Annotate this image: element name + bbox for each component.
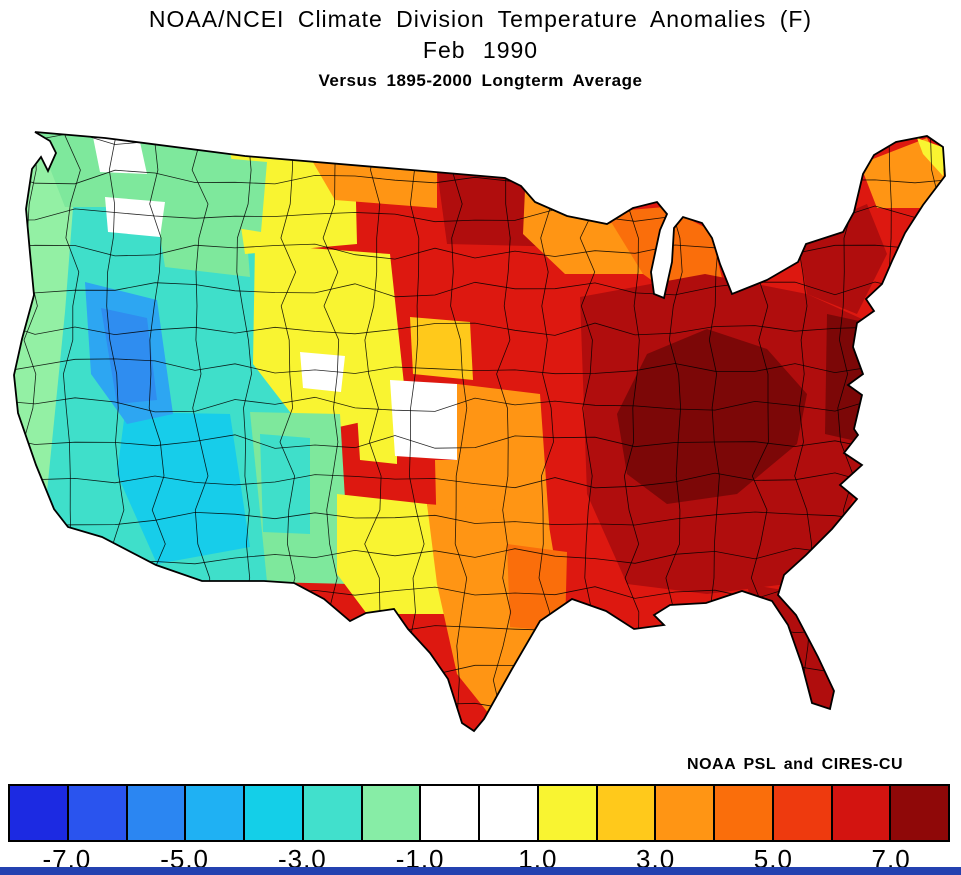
anomaly-region: [253, 244, 407, 434]
colorbar-cell: [10, 786, 69, 840]
division-border-line: [492, 132, 512, 731]
colorbar-cell: [480, 786, 539, 840]
anomaly-region: [260, 434, 310, 534]
colorbar-cell: [303, 786, 363, 840]
division-border-line: [14, 358, 945, 375]
anomaly-region: [507, 544, 567, 632]
colorbar-cell: [891, 786, 948, 840]
anomaly-region: [105, 197, 165, 237]
colorbar: -7.0 -5.0 -3.0 -1.0 1.0 3.0 5.0 7.0: [8, 784, 950, 874]
colorbar-cell: [127, 786, 187, 840]
anomaly-region: [93, 137, 147, 174]
division-border-line: [14, 547, 945, 565]
colorbar-cell: [715, 786, 774, 840]
us-outline: [13, 131, 946, 733]
anomaly-region: [300, 352, 345, 392]
anomaly-region: [210, 157, 267, 232]
anomaly-region: [357, 412, 397, 464]
division-border-line: [14, 510, 945, 526]
attribution: NOAA PSL and CIRES-CU: [687, 756, 903, 773]
colorbar-cell: [186, 786, 245, 840]
division-border-line: [450, 132, 468, 731]
window-edge-bar: [0, 867, 961, 875]
colorbar-cell: [362, 786, 422, 840]
anomaly-region: [101, 308, 157, 404]
anomaly-region: [410, 317, 473, 380]
colorbar-cell: [68, 786, 128, 840]
colorbar-cell: [656, 786, 715, 840]
colorbar-cells: [8, 784, 950, 842]
division-border-line: [14, 472, 945, 489]
colorbar-cell: [832, 786, 892, 840]
colorbar-cell: [597, 786, 657, 840]
division-border-line: [14, 281, 945, 298]
colorbar-cell: [773, 786, 833, 840]
division-border-line: [14, 320, 945, 336]
plot-subtitle: Feb 1990: [422, 37, 539, 63]
anomaly-region: [860, 138, 945, 208]
anomaly-region: [435, 384, 550, 544]
plot-title: NOAA/NCEI Climate Division Temperature A…: [148, 6, 813, 32]
colorbar-cell: [245, 786, 304, 840]
division-border-line: [922, 132, 941, 731]
anomaly-region: [825, 314, 873, 444]
division-border-line: [14, 396, 945, 413]
anomaly-region: [390, 380, 457, 460]
anomaly-region: [117, 412, 250, 564]
anomaly-region: [747, 584, 837, 714]
division-border-line: [14, 434, 945, 450]
us-climate-division-map: [13, 131, 946, 733]
colorbar-cell: [538, 786, 598, 840]
colorbar-cell: [421, 786, 480, 840]
baseline-note: Versus 1895-2000 Longterm Average: [318, 71, 643, 90]
